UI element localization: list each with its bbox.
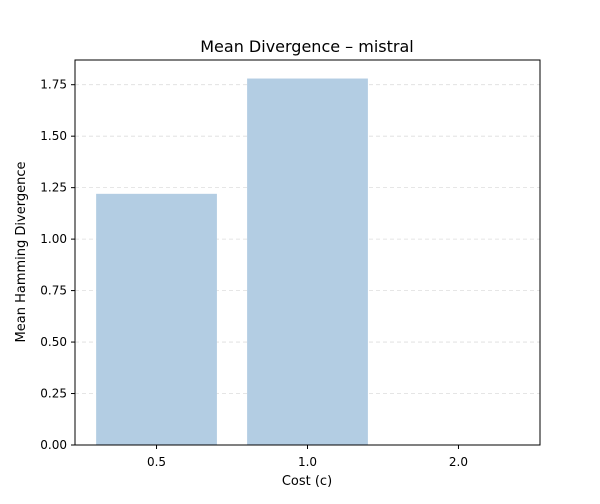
y-tick-label: 0.75 — [40, 284, 67, 298]
y-tick-label: 1.00 — [40, 232, 67, 246]
y-axis: 0.00 0.25 0.50 0.75 1.00 1.25 1.50 1.75 — [40, 78, 75, 452]
y-tick-label: 0.00 — [40, 438, 67, 452]
x-axis-label: Cost (c) — [282, 474, 332, 489]
bar-layer — [96, 78, 368, 445]
x-tick-label: 2.0 — [449, 455, 468, 469]
chart-title: Mean Divergence – mistral — [200, 37, 413, 56]
y-tick-label: 1.75 — [40, 78, 67, 92]
y-tick-label: 1.25 — [40, 181, 67, 195]
y-tick-label: 0.50 — [40, 335, 67, 349]
x-tick-label: 0.5 — [147, 455, 166, 469]
y-tick-label: 0.25 — [40, 387, 67, 401]
y-tick-label: 1.50 — [40, 129, 67, 143]
y-axis-label: Mean Hamming Divergence — [14, 162, 29, 343]
x-tick-label: 1.0 — [298, 455, 317, 469]
bar — [247, 78, 368, 445]
x-axis: 0.5 1.0 2.0 — [147, 445, 468, 469]
bar — [96, 193, 217, 445]
